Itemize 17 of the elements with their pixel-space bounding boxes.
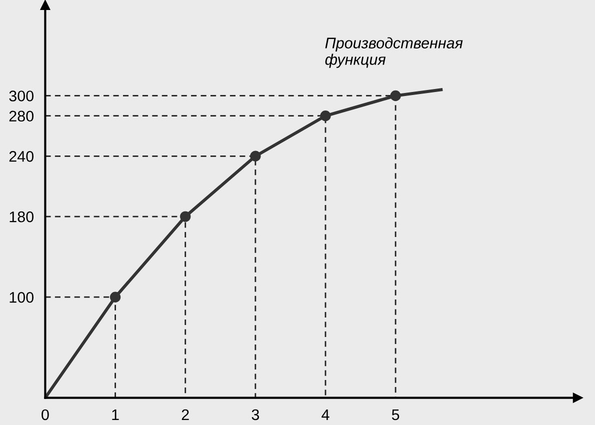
annotation: Производственная функция [325,37,463,68]
point [320,110,331,122]
y-tick-label: 300 [9,90,34,102]
point [110,292,121,302]
y-tick-label: 180 [10,211,34,222]
point [390,90,401,102]
y-tick-label: 240 [9,151,34,162]
point [180,211,191,222]
y-tick-label: 280 [9,110,34,122]
x-tick-label: 2 [182,409,189,420]
x-tick-label: 1 [112,409,119,420]
point [250,150,261,162]
x-tick-label: 0 [42,409,49,420]
x-tick-label: 5 [392,409,400,420]
y-tick-label: 100 [10,292,34,303]
x-tick-label: 3 [252,409,260,420]
x-tick-label: 4 [322,409,330,420]
